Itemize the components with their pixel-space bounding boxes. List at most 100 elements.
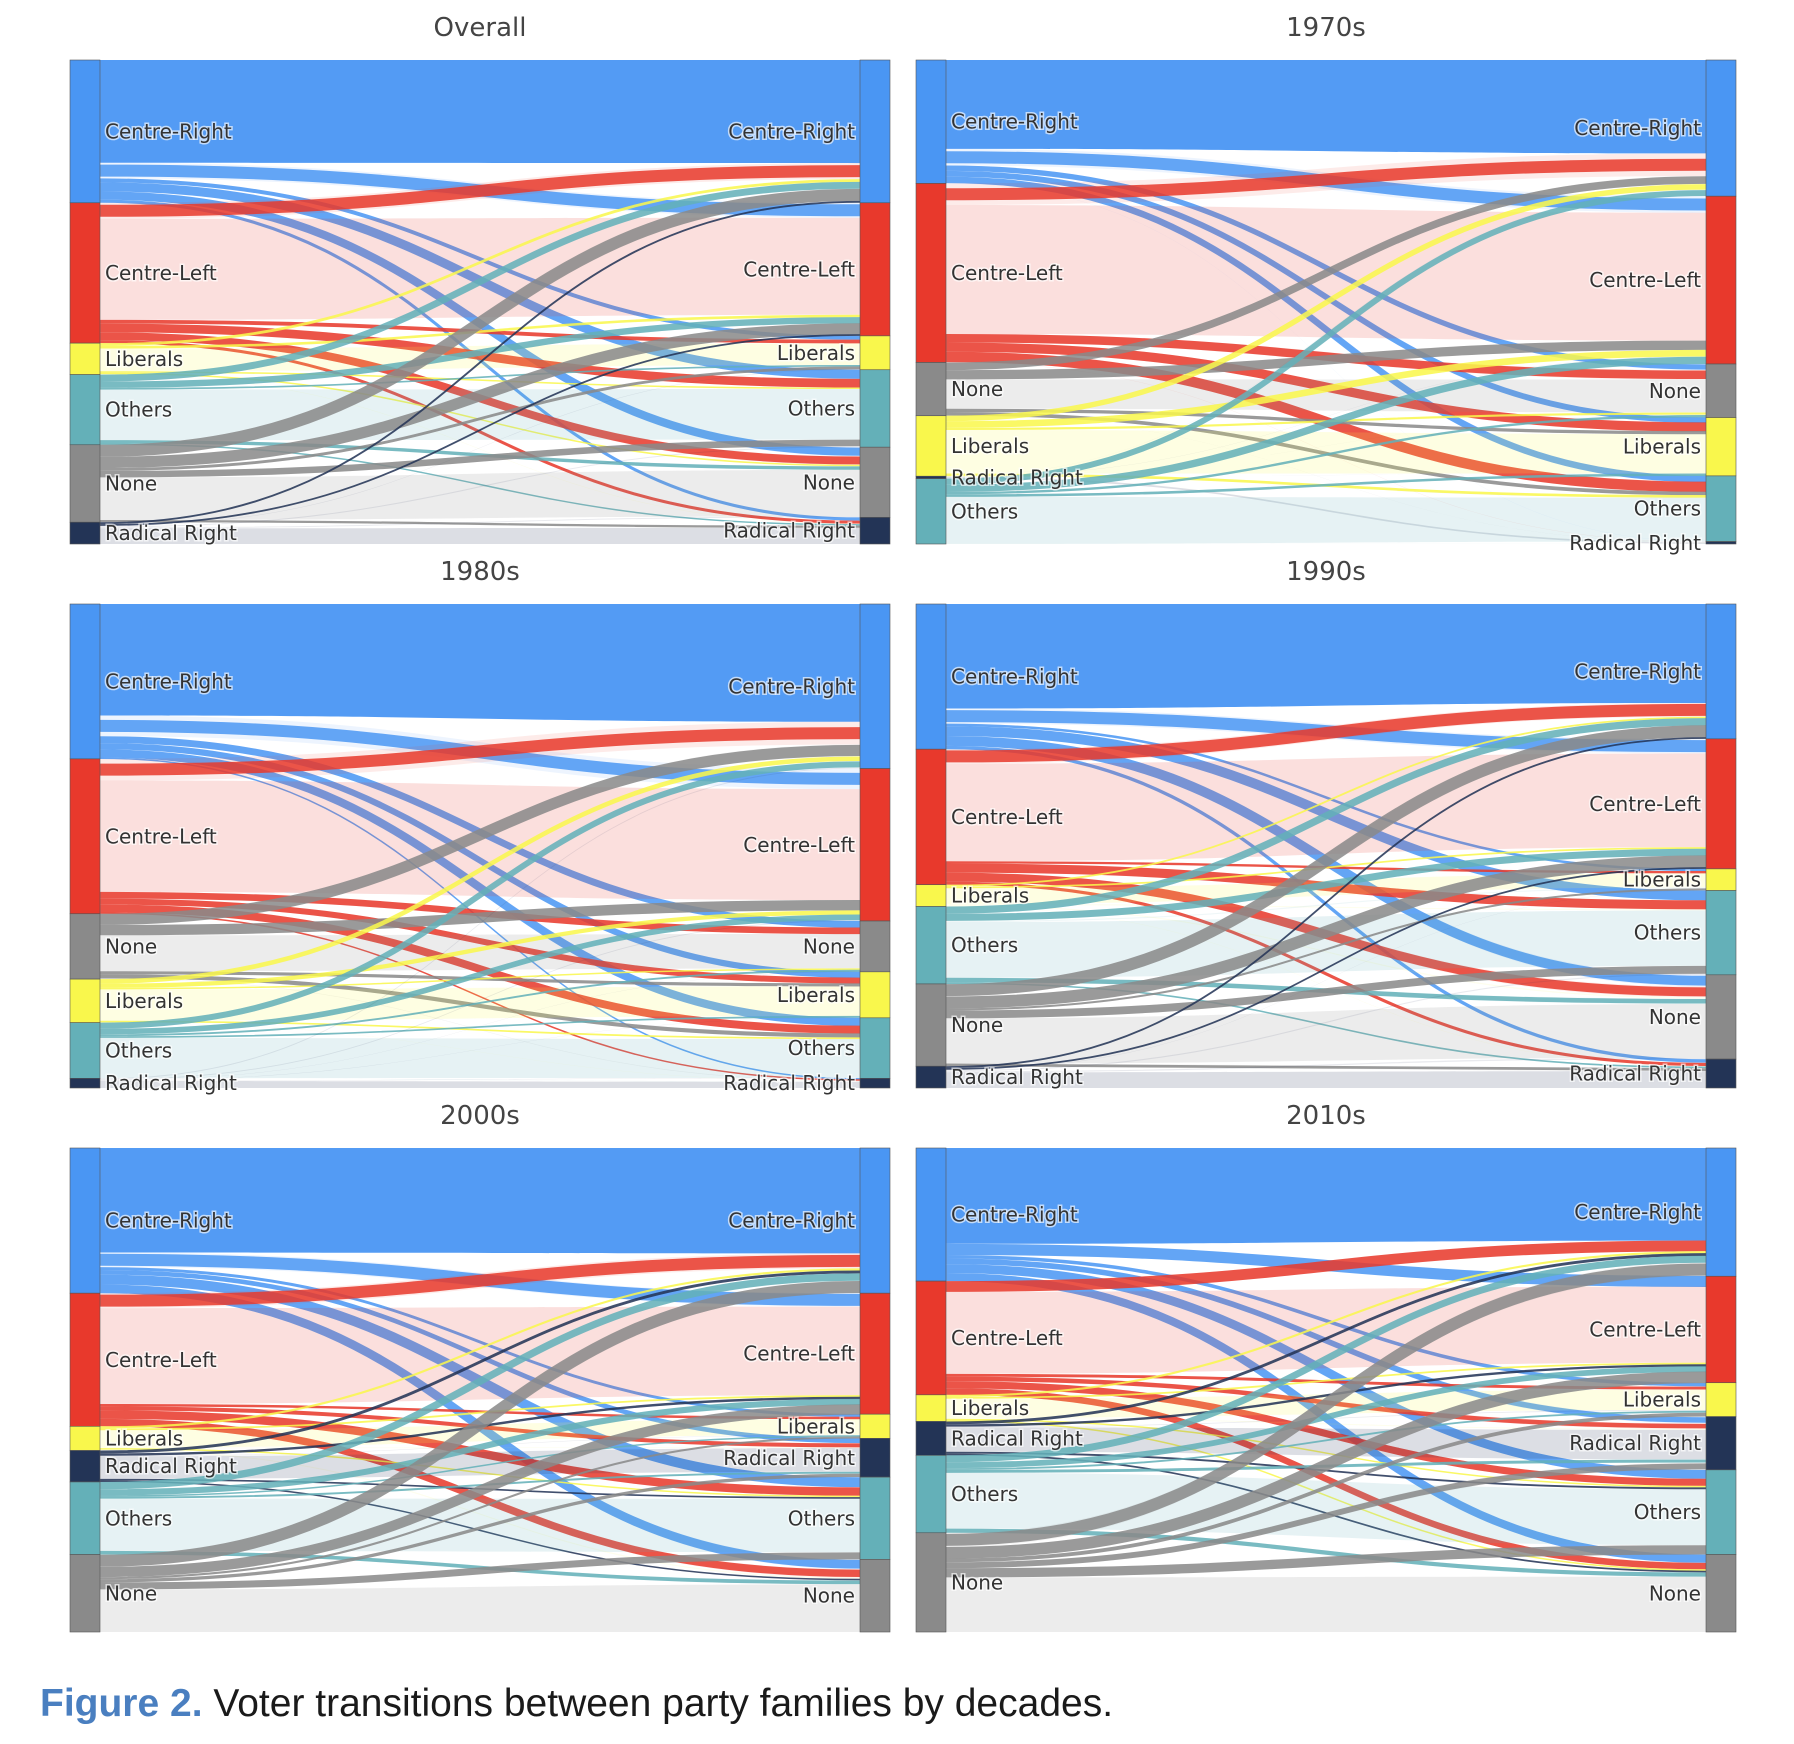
node-label-right-centre-right-1990s: Centre-Right (1574, 659, 1701, 683)
flow-line-none-to-centre-right (945, 1263, 1707, 1546)
node-right-radical-right-1990s (1705, 1058, 1737, 1089)
flow-line-others-to-centre-right (99, 1273, 861, 1490)
node-left-none-1980s (69, 913, 101, 980)
node-label-right-others-1970s: Others (1634, 497, 1701, 521)
node-left-centre-right-overall (69, 59, 101, 204)
flow-line-liberals-to-centre-right (99, 1268, 861, 1429)
node-label-left-none-1980s: None (105, 934, 157, 958)
flow-line-centre-left-to-radical-right (99, 340, 861, 524)
flow-line-none-to-others (99, 1552, 861, 1590)
sankey-panel-1990s: 1990s Centre-Right Centre-Left Liberals Othe… (915, 557, 1737, 1091)
node-right-others-1970s (1705, 475, 1737, 542)
node-label-right-liberals-1970s: Liberals (1623, 435, 1701, 459)
flows-2010s (945, 1148, 1707, 1632)
node-label-left-others-overall: Others (105, 398, 172, 422)
flow-liberals-to-radical-right (946, 906, 1706, 1067)
node-label-left-centre-left-1970s: Centre-Left (951, 261, 1063, 285)
flow-radical-right-to-others (946, 973, 1706, 1072)
node-left-centre-left-2000s (69, 1292, 101, 1427)
node-label-right-radical-right-1980s: Radical Right (723, 1071, 855, 1095)
flow-line-liberals-to-centre-right (99, 179, 861, 346)
flow-centre-right-to-centre-right (946, 604, 1706, 709)
node-right-none-2010s (1705, 1554, 1737, 1633)
node-left-others-2010s (915, 1455, 947, 1534)
flow-radical-right-to-others (946, 476, 1706, 498)
node-right-others-2010s (1705, 1469, 1737, 1555)
node-left-none-1990s (915, 983, 947, 1067)
flow-line-none-to-centre-left (945, 1371, 1707, 1559)
node-label-right-none-overall: None (803, 470, 855, 494)
node-label-right-centre-right-2000s: Centre-Right (728, 1209, 855, 1233)
node-left-others-1980s (69, 1022, 101, 1079)
node-left-radical-right-2000s (69, 1450, 101, 1483)
node-label-left-centre-left-2010s: Centre-Left (951, 1326, 1063, 1350)
panel-title-1990s: 1990s (1286, 557, 1366, 587)
node-right-centre-left-overall (859, 202, 891, 337)
flow-line-centre-left-to-centre-right (99, 165, 861, 217)
node-left-others-1990s (915, 906, 947, 985)
flow-line-none-to-centre-right (99, 188, 861, 457)
flow-centre-right-to-centre-right (100, 1148, 860, 1254)
node-left-none-2010s (915, 1532, 947, 1633)
panel-title-2000s: 2000s (440, 1101, 520, 1131)
node-right-liberals-1980s (859, 971, 891, 1019)
flow-centre-right-to-centre-right (946, 60, 1706, 154)
flow-centre-right-to-centre-right (100, 604, 860, 722)
node-label-right-centre-right-1970s: Centre-Right (1574, 116, 1701, 140)
node-left-radical-right-2010s (915, 1421, 947, 1456)
flow-line-none-to-liberals (945, 888, 1707, 1011)
flow-line-none-to-centre-left (99, 900, 861, 936)
flow-line-centre-left-to-others (99, 904, 861, 1034)
node-label-right-others-overall: Others (788, 396, 855, 420)
flow-line-none-to-centre-right (99, 1281, 861, 1567)
flow-line-others-to-radical-right (99, 443, 861, 526)
node-label-right-others-2010s: Others (1634, 1500, 1701, 1524)
flow-line-none-to-centre-left (99, 323, 861, 469)
flow-liberals-to-liberals (100, 343, 860, 372)
flow-others-to-others (100, 1498, 860, 1553)
flow-line-others-to-centre-right (945, 718, 1707, 914)
flow-line-radical-right-to-centre-right (99, 200, 861, 525)
flow-line-none-to-radical-right (945, 1063, 1707, 1071)
node-left-liberals-2000s (69, 1426, 101, 1451)
flow-line-others-to-liberals (945, 1410, 1707, 1470)
flow-line-radical-right-to-centre-right (945, 1253, 1707, 1425)
node-label-right-centre-right-overall: Centre-Right (728, 119, 855, 143)
flow-line-liberals-to-centre-right (945, 184, 1707, 422)
node-right-radical-right-1980s (859, 1078, 891, 1089)
node-label-left-centre-right-1990s: Centre-Right (951, 665, 1078, 689)
node-label-left-others-2010s: Others (951, 1482, 1018, 1506)
flow-line-others-to-centre-right (945, 190, 1707, 485)
flow-line-centre-right-to-radical-right (945, 1258, 1707, 1423)
node-left-centre-left-1980s (69, 758, 101, 915)
node-left-liberals-1980s (69, 978, 101, 1023)
flow-line-centre-right-to-liberals (945, 723, 1707, 872)
sankey-panel-2000s: 2000s Centre-Right Centre-Left Liberals Radi… (69, 1101, 891, 1633)
sankey-panel-overall: Overall Centre-Right Centre-Left Liberals Ot… (69, 13, 891, 547)
node-left-liberals-1990s (915, 884, 947, 907)
flow-line-others-to-none (99, 440, 861, 470)
node-label-right-liberals-1990s: Liberals (1623, 868, 1701, 892)
node-label-right-liberals-2000s: Liberals (777, 1414, 855, 1438)
flow-line-none-to-others (99, 439, 861, 478)
flow-centre-left-to-centre-left (946, 753, 1706, 862)
node-label-left-liberals-1990s: Liberals (951, 884, 1029, 908)
node-label-right-none-1970s: None (1649, 379, 1701, 403)
figure-caption: Figure 2. Voter transitions between part… (40, 1682, 1113, 1726)
node-right-radical-right-2010s (1705, 1416, 1737, 1471)
node-right-others-2000s (859, 1476, 891, 1560)
node-label-left-none-2000s: None (105, 1581, 157, 1605)
flow-radical-right-to-centre-right (946, 189, 1706, 477)
flow-others-to-others (100, 1037, 860, 1078)
node-right-centre-right-overall (859, 59, 891, 204)
node-left-centre-left-1970s (915, 183, 947, 363)
node-label-left-none-1970s: None (951, 377, 1003, 401)
node-label-right-centre-left-2010s: Centre-Left (1589, 1318, 1701, 1342)
flow-line-centre-left-to-none (945, 1388, 1707, 1570)
flow-radical-right-to-liberals (100, 1017, 860, 1081)
node-left-radical-right-overall (69, 521, 101, 545)
flow-liberals-to-none (946, 905, 1706, 999)
flow-line-others-to-centre-right (945, 1255, 1707, 1463)
flow-radical-right-to-radical-right (946, 476, 1706, 544)
